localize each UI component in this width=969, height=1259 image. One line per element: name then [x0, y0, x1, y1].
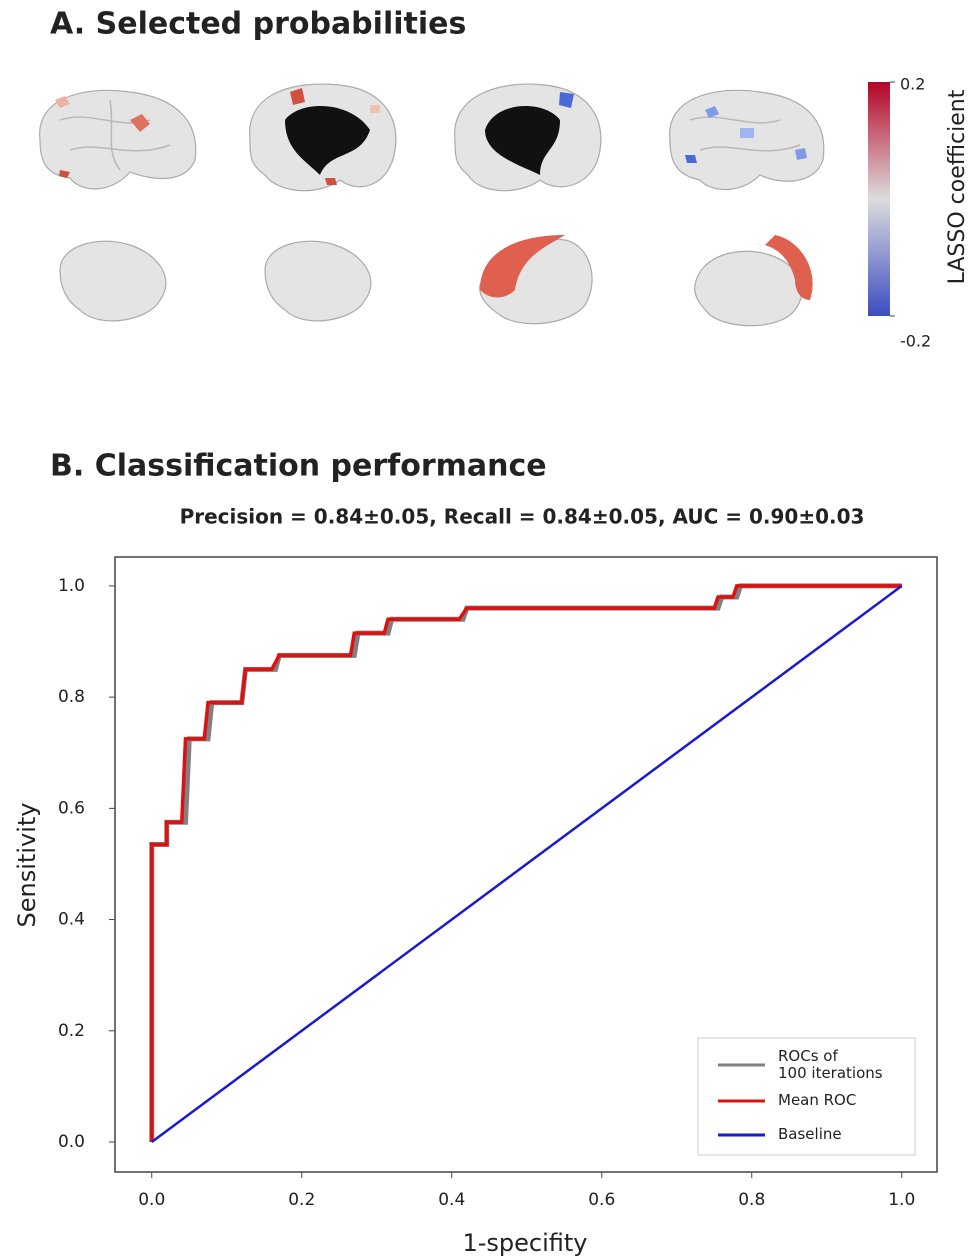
section-title: A. Selected probabilities: [50, 7, 466, 42]
y-axis-label: Sensitivity: [13, 803, 41, 928]
legend-label: ROCs of 100 iterations: [778, 1048, 913, 1082]
y-tick-label: 1.0: [58, 576, 85, 596]
x-tick-label: 0.8: [738, 1190, 765, 1210]
section-title: B. Classification performance: [50, 449, 547, 484]
chart-title: Precision = 0.84±0.05, Recall = 0.84±0.0…: [180, 505, 865, 529]
x-tick-label: 0.0: [138, 1190, 165, 1210]
legend-entry: Baseline: [778, 1126, 913, 1166]
x-axis-label: 1-specifity: [462, 1229, 587, 1257]
x-tick-label: 0.2: [288, 1190, 315, 1210]
legend-entry: ROCs of 100 iterations: [778, 1048, 913, 1088]
y-tick-label: 0.8: [58, 687, 85, 707]
colorbar-tick-label: -0.2: [900, 332, 931, 351]
x-tick-label: 1.0: [888, 1190, 915, 1210]
y-tick-label: 0.6: [58, 798, 85, 818]
brain-renderings: [40, 84, 824, 326]
colorbar: [868, 82, 890, 316]
x-tick-label: 0.4: [438, 1190, 465, 1210]
figure: A. Selected probabilities LASSO coeffici…: [0, 0, 969, 1259]
y-tick-label: 0.4: [58, 910, 85, 930]
y-tick-label: 0.2: [58, 1021, 85, 1041]
x-tick-label: 0.6: [588, 1190, 615, 1210]
legend-label: Baseline: [778, 1126, 913, 1143]
legend-label: Mean ROC: [778, 1092, 913, 1109]
colorbar-tick-label: 0.2: [900, 75, 925, 94]
colorbar-label: LASSO coefficient: [945, 89, 969, 284]
y-tick-label: 0.0: [58, 1132, 85, 1152]
